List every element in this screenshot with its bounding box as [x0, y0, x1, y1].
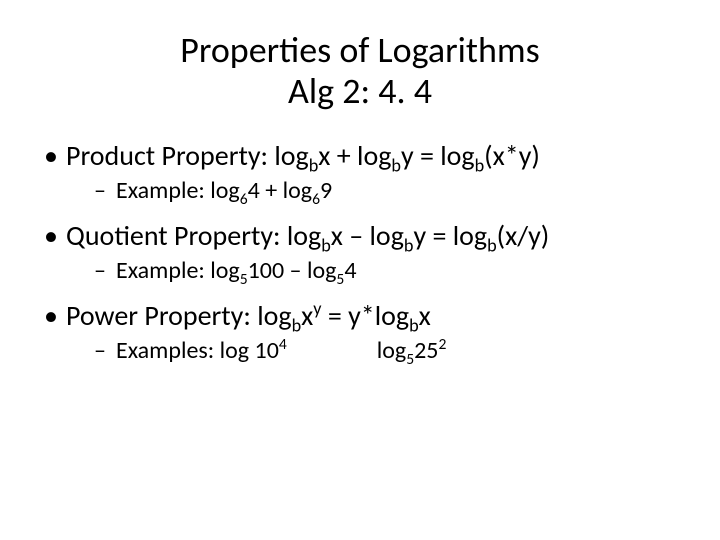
- slide-title: Properties of Logarithms Alg 2: 4. 4: [30, 30, 690, 113]
- bullet-power-property: Power Property: logbxy = y*logbx Example…: [40, 297, 690, 367]
- product-example-label: Example:: [116, 176, 210, 205]
- power-example-list: Examples: log 104 log5252: [66, 335, 690, 367]
- product-example: Example: log64 + log69: [94, 175, 690, 207]
- product-label: Product Property:: [66, 138, 274, 173]
- product-example-list: Example: log64 + log69: [66, 175, 690, 207]
- product-example-formula: log64 + log69: [210, 176, 332, 205]
- quotient-example: Example: log5100 – log54: [94, 255, 690, 287]
- bullet-quotient-property: Quotient Property: logbx – logby = logb(…: [40, 217, 690, 287]
- slide: Properties of Logarithms Alg 2: 4. 4 Pro…: [0, 0, 720, 540]
- power-examples: Examples: log 104 log5252: [94, 335, 690, 367]
- power-formula: logbxy = y*logbx: [257, 298, 431, 333]
- quotient-example-list: Example: log5100 – log54: [66, 255, 690, 287]
- bullet-product-property: Product Property: logbx + logby = logb(x…: [40, 137, 690, 207]
- title-line2: Alg 2: 4. 4: [288, 69, 432, 113]
- power-example-1: log 104: [220, 336, 287, 365]
- power-example-2: log5252: [377, 336, 447, 365]
- quotient-example-label: Example:: [116, 256, 210, 285]
- product-formula: logbx + logby = logb(x*y): [274, 138, 540, 173]
- title-line1: Properties of Logarithms: [180, 28, 540, 72]
- quotient-example-formula: log5100 – log54: [210, 256, 356, 285]
- quotient-label: Quotient Property:: [66, 218, 287, 253]
- quotient-formula: logbx – logby = logb(x/y): [287, 218, 549, 253]
- power-example-label: Examples:: [116, 336, 220, 365]
- power-label: Power Property:: [66, 298, 257, 333]
- bullet-list: Product Property: logbx + logby = logb(x…: [30, 137, 690, 368]
